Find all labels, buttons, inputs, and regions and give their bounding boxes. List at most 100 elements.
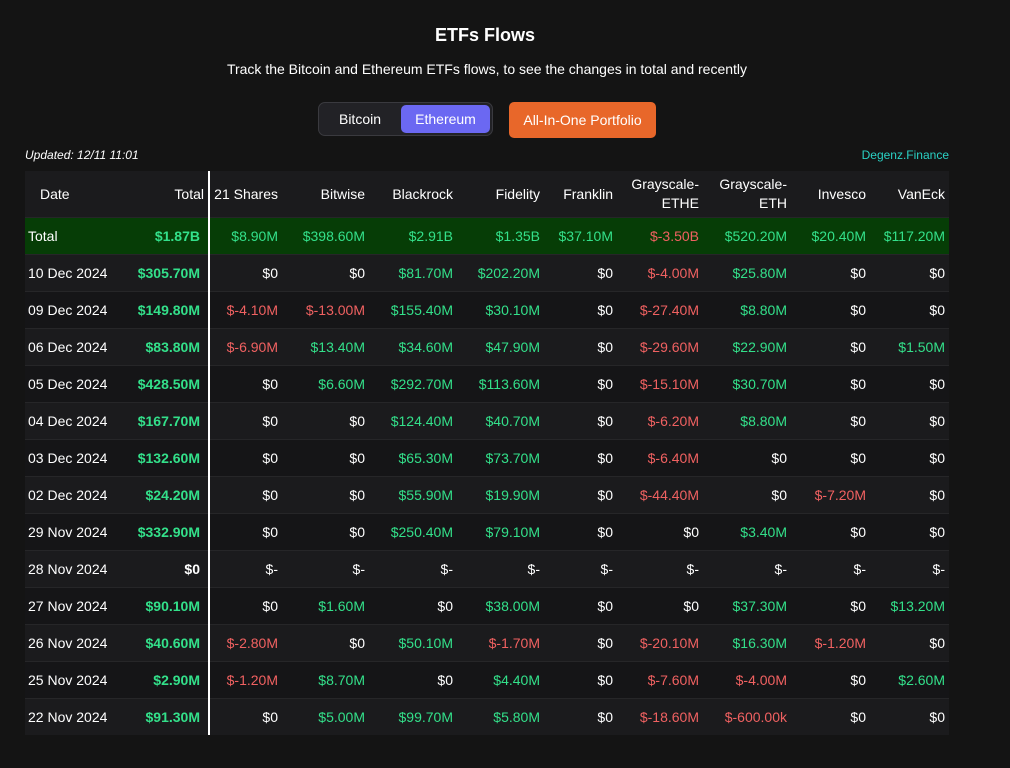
column-header-franklin[interactable]: Franklin [544, 171, 617, 218]
flow-cell: $0 [282, 513, 369, 551]
table-row: 03 Dec 2024 $132.60M $0 $0 $65.30M $73.70M $0 $… [25, 439, 949, 477]
flow-cell: $0 [791, 402, 870, 440]
flow-cell: $- [369, 550, 457, 588]
date-cell: 26 Nov 2024 [25, 624, 120, 662]
flow-cell: $202.20M [457, 254, 544, 292]
table-row: 06 Dec 2024 $83.80M $-6.90M $13.40M $34.60M $… [25, 328, 949, 366]
flow-cell: $- [791, 550, 870, 588]
flow-cell: $0 [791, 661, 870, 699]
flow-cell: $0 [282, 476, 369, 514]
date-cell: 04 Dec 2024 [25, 402, 120, 440]
total-row: Total $1.87B $8.90M $398.60M $2.91B $1.35B $37… [25, 217, 949, 255]
flow-cell: $55.90M [369, 476, 457, 514]
flow-cell: $-2.80M [209, 624, 282, 662]
flow-cell: $124.40M [369, 402, 457, 440]
column-header-grayscale-ethe[interactable]: Grayscale-ETHE [617, 171, 703, 218]
flow-cell: $30.10M [457, 291, 544, 329]
date-cell: Total [25, 217, 120, 255]
flow-cell: $0 [791, 291, 870, 329]
table-row: 29 Nov 2024 $332.90M $0 $0 $250.40M $79.10M $0… [25, 513, 949, 551]
flow-cell: $79.10M [457, 513, 544, 551]
all-in-one-portfolio-button[interactable]: All-In-One Portfolio [509, 102, 656, 138]
flow-cell: $-1.20M [791, 624, 870, 662]
flow-cell: $0 [870, 624, 949, 662]
flow-cell: $0 [544, 513, 617, 551]
table-row: 27 Nov 2024 $90.10M $0 $1.60M $0 $38.00M $0 $0 $… [25, 587, 949, 625]
table-row: 04 Dec 2024 $167.70M $0 $0 $124.40M $40.70M $0… [25, 402, 949, 440]
flow-cell: $0 [870, 365, 949, 403]
flow-cell: $99.70M [369, 698, 457, 735]
table-row: 25 Nov 2024 $2.90M $-1.20M $8.70M $0 $4.40M $0… [25, 661, 949, 699]
total-cell: $1.87B [120, 217, 210, 255]
flow-cell: $-27.40M [617, 291, 703, 329]
flow-cell: $6.60M [282, 365, 369, 403]
flow-cell: $0 [209, 476, 282, 514]
flow-cell: $0 [282, 402, 369, 440]
date-cell: 09 Dec 2024 [25, 291, 120, 329]
flow-cell: $-44.40M [617, 476, 703, 514]
flow-cell: $-1.20M [209, 661, 282, 699]
flow-cell: $40.70M [457, 402, 544, 440]
flow-cell: $- [617, 550, 703, 588]
flow-cell: $5.80M [457, 698, 544, 735]
table-row: 05 Dec 2024 $428.50M $0 $6.60M $292.70M $113.… [25, 365, 949, 403]
bitcoin-tab[interactable]: Bitcoin [338, 111, 382, 127]
flow-cell: $398.60M [282, 217, 369, 255]
date-cell: 02 Dec 2024 [25, 476, 120, 514]
column-header-grayscale-eth[interactable]: Grayscale-ETH [703, 171, 791, 218]
flow-cell: $-7.60M [617, 661, 703, 699]
flow-cell: $0 [282, 624, 369, 662]
column-header-total[interactable]: Total [120, 171, 210, 218]
total-cell: $305.70M [120, 254, 210, 292]
total-cell: $428.50M [120, 365, 210, 403]
column-header-fidelity[interactable]: Fidelity [457, 171, 544, 218]
flow-cell: $0 [209, 402, 282, 440]
flow-cell: $-13.00M [282, 291, 369, 329]
column-header-invesco[interactable]: Invesco [791, 171, 870, 218]
total-cell: $167.70M [120, 402, 210, 440]
flow-cell: $19.90M [457, 476, 544, 514]
column-header-date[interactable]: Date [25, 171, 120, 218]
brand-link[interactable]: Degenz.Finance [861, 148, 949, 162]
flow-cell: $34.60M [369, 328, 457, 366]
flow-cell: $0 [791, 328, 870, 366]
flow-cell: $1.35B [457, 217, 544, 255]
flow-cell: $16.30M [703, 624, 791, 662]
date-cell: 05 Dec 2024 [25, 365, 120, 403]
flow-cell: $0 [282, 439, 369, 477]
flow-cell: $-20.10M [617, 624, 703, 662]
column-header-21-shares[interactable]: 21 Shares [209, 171, 282, 218]
flow-cell: $0 [703, 476, 791, 514]
column-header-blackrock[interactable]: Blackrock [369, 171, 457, 218]
flow-cell: $0 [544, 402, 617, 440]
table-row: 22 Nov 2024 $91.30M $0 $5.00M $99.70M $5.80M $… [25, 698, 949, 735]
flow-cell: $- [457, 550, 544, 588]
flow-cell: $37.10M [544, 217, 617, 255]
flow-cell: $1.60M [282, 587, 369, 625]
flow-cell: $0 [544, 661, 617, 699]
flow-cell: $0 [544, 365, 617, 403]
date-cell: 06 Dec 2024 [25, 328, 120, 366]
flow-cell: $37.30M [703, 587, 791, 625]
column-header-bitwise[interactable]: Bitwise [282, 171, 369, 218]
date-cell: 03 Dec 2024 [25, 439, 120, 477]
ethereum-tab[interactable]: Ethereum [401, 105, 490, 133]
flow-cell: $155.40M [369, 291, 457, 329]
flow-cell: $292.70M [369, 365, 457, 403]
total-cell: $83.80M [120, 328, 210, 366]
table-row: 28 Nov 2024 $0 $- $- $- $- $- $- $- $- $- [25, 550, 949, 588]
flow-cell: $117.20M [870, 217, 949, 255]
flow-cell: $0 [870, 698, 949, 735]
flow-cell: $0 [870, 254, 949, 292]
flow-cell: $0 [791, 698, 870, 735]
flow-cell: $0 [544, 587, 617, 625]
flow-cell: $-29.60M [617, 328, 703, 366]
column-header-vaneck[interactable]: VanEck [870, 171, 949, 218]
total-cell: $0 [120, 550, 210, 588]
flow-cell: $- [544, 550, 617, 588]
total-cell: $24.20M [120, 476, 210, 514]
flow-cell: $0 [870, 291, 949, 329]
flow-cell: $0 [870, 402, 949, 440]
date-cell: 10 Dec 2024 [25, 254, 120, 292]
flow-cell: $-3.50B [617, 217, 703, 255]
